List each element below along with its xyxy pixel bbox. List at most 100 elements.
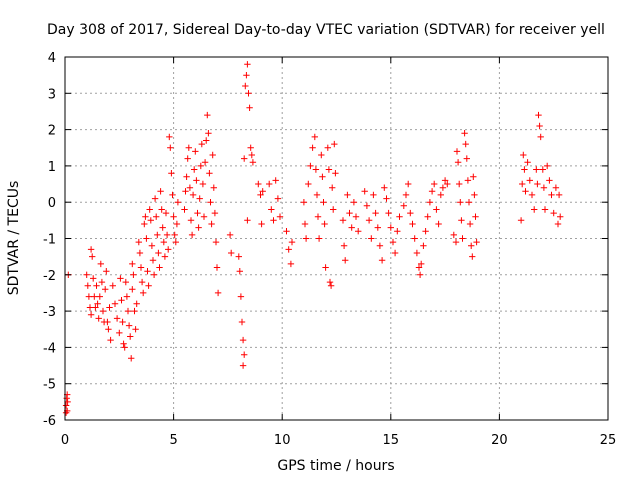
data-point-plus [301, 220, 309, 228]
y-tick-label: -2 [43, 269, 56, 284]
data-point-plus [123, 293, 131, 300]
data-point-plus [196, 195, 203, 202]
data-point-plus [132, 326, 139, 333]
data-point-plus [187, 217, 195, 224]
y-tick-label: 1 [48, 160, 56, 175]
data-point-plus [348, 224, 355, 231]
data-point-plus [374, 224, 381, 231]
x-tick-label: 0 [61, 433, 69, 448]
data-point-plus [435, 220, 442, 228]
data-point-plus [191, 166, 198, 173]
data-point-plus [535, 111, 542, 119]
data-point-plus [133, 300, 140, 307]
data-point-plus [89, 253, 96, 260]
data-point-plus [524, 159, 531, 166]
data-point-plus [268, 206, 275, 213]
y-tick-label: 0 [48, 196, 56, 211]
data-point-plus [113, 315, 121, 322]
data-point-plus [213, 264, 221, 271]
data-point-plus [533, 166, 540, 173]
data-point-plus [321, 220, 328, 228]
data-point-plus [342, 257, 349, 264]
data-point-plus [546, 177, 553, 184]
data-point-plus [311, 133, 318, 141]
data-point-plus [181, 206, 188, 213]
x-tick-label: 5 [169, 433, 177, 448]
data-point-plus [307, 162, 314, 170]
data-point-plus [238, 318, 246, 326]
data-point-plus [534, 180, 541, 188]
data-point-plus [324, 144, 331, 151]
data-point-plus [91, 293, 98, 300]
data-point-plus [246, 104, 253, 111]
data-point-plus [118, 297, 125, 304]
data-point-plus [174, 199, 182, 206]
grid [65, 57, 608, 420]
data-point-plus [276, 213, 284, 220]
data-point-plus [400, 202, 407, 209]
data-point-plus [422, 228, 429, 235]
data-point-plus [255, 180, 262, 188]
data-point-plus [248, 151, 255, 159]
data-point-plus [130, 271, 137, 278]
data-point-plus [151, 195, 159, 202]
data-point-plus [158, 206, 165, 213]
data-point-plus [389, 238, 397, 246]
data-point-plus [94, 300, 101, 307]
data-point-plus [161, 253, 169, 260]
data-point-plus [405, 180, 412, 188]
data-point-plus [156, 264, 163, 271]
data-point-plus [102, 286, 109, 293]
data-point-plus [411, 235, 418, 242]
data-point-plus [143, 235, 150, 242]
data-point-plus [450, 231, 457, 239]
data-point-plus [162, 209, 170, 217]
data-point-plus [469, 253, 476, 260]
data-point-plus [458, 217, 465, 224]
data-point-plus [378, 257, 386, 264]
y-tick-label: -3 [43, 305, 56, 320]
data-point-plus [521, 166, 528, 173]
data-point-plus [192, 148, 199, 155]
data-point-plus [418, 260, 425, 268]
data-point-plus [120, 340, 127, 347]
data-point-plus [204, 111, 211, 119]
data-point-plus [167, 144, 174, 151]
data-point-plus [456, 180, 463, 188]
data-point-plus [541, 206, 549, 213]
data-point-plus [416, 271, 424, 278]
data-point-plus [287, 260, 295, 268]
data-point-plus [212, 238, 220, 246]
data-point-plus [522, 188, 529, 195]
data-point-plus [314, 213, 322, 220]
data-point-plus [111, 300, 119, 307]
data-point-plus [211, 209, 219, 217]
data-point-plus [137, 264, 145, 271]
data-point-plus [153, 213, 160, 220]
data-point-plus [473, 238, 480, 246]
data-point-plus [207, 199, 214, 206]
data-point-plus [462, 140, 469, 148]
data-point-plus [387, 224, 394, 231]
data-point-plus [519, 180, 526, 188]
data-point-plus [92, 304, 99, 311]
data-point-plus [239, 336, 247, 344]
data-point-plus [107, 336, 114, 344]
data-point-plus [124, 307, 132, 315]
data-point-plus [109, 282, 116, 289]
data-point-plus [325, 166, 333, 173]
y-tick-label: 3 [48, 87, 56, 102]
data-point-plus [285, 246, 292, 253]
data-point-plus [372, 209, 379, 217]
data-point-plus [87, 311, 95, 318]
data-point-plus [228, 249, 235, 257]
data-point-plus [154, 231, 161, 239]
data-point-plus [138, 278, 146, 286]
data-point-plus [312, 166, 320, 173]
data-point-plus [444, 180, 451, 188]
data-point-plus [472, 213, 479, 220]
data-point-plus [266, 180, 273, 188]
x-tick-label: 15 [383, 433, 400, 448]
